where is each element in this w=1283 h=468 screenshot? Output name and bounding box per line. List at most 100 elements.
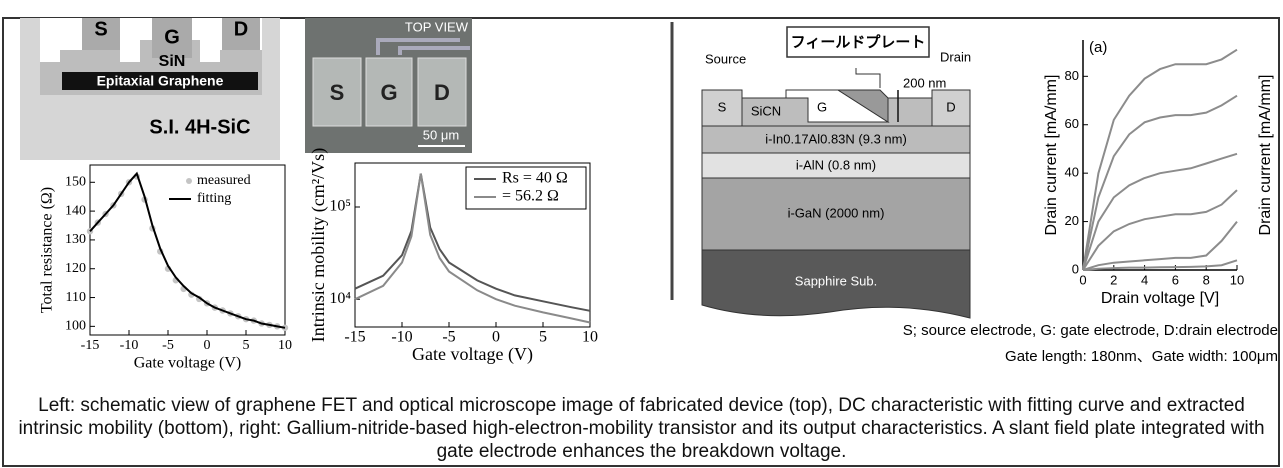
y-tick-label: 100 — [65, 319, 86, 334]
x-tick-label: 10 — [278, 338, 292, 353]
data-line — [1082, 94, 1238, 271]
drain-label: Drain — [940, 49, 971, 64]
note: Gate length: 180nm、Gate width: 100μm — [1005, 348, 1278, 365]
y-tick-label: 80 — [1065, 68, 1079, 83]
layer — [701, 177, 971, 251]
x-tick-label: 6 — [1172, 272, 1179, 287]
label-box — [786, 26, 930, 58]
x-tick-label: -15 — [81, 338, 100, 353]
plot-frame — [354, 162, 591, 328]
x-tick-label: -5 — [442, 329, 455, 346]
layer — [701, 152, 971, 179]
micrograph: TOP VIEW S G D 50 μm — [305, 18, 472, 153]
source-label: Source — [705, 51, 746, 66]
field-plate — [836, 89, 889, 123]
y-tick-label: 20 — [1065, 213, 1079, 228]
x-axis-label: Gate voltage (V) — [134, 355, 242, 372]
data-line — [89, 171, 286, 329]
x-tick-label: 5 — [243, 338, 250, 353]
data-line — [1082, 189, 1238, 271]
electrode — [152, 18, 192, 58]
chart: -15 -10 -5 0 5 10 100 110 120 130 140 150 Gate volta… — [39, 164, 292, 372]
x-tick-label: 0 — [492, 329, 500, 346]
y-tick-label: 40 — [1065, 165, 1079, 180]
layer-label: i-AlN (0.8 nm) — [796, 157, 876, 172]
electrode-label: SiCN — [751, 103, 781, 118]
chart: 0 2 4 6 8 10 0 20 40 60 80 Drain voltage [V] Drain c… — [1043, 39, 1274, 307]
layer-label: i-GaN (2000 nm) — [788, 205, 885, 220]
y-axis-label: Total resistance (Ω) — [39, 187, 56, 313]
y-axis-label: Intrinsic mobility (cm²/Vs) — [308, 148, 329, 342]
y-tick-label: 140 — [65, 203, 86, 218]
caption: Left: schematic view of graphene FET and… — [18, 395, 1265, 462]
legend-box — [465, 166, 587, 210]
y-tick-label: 130 — [65, 232, 86, 247]
y-tick-label: 10⁴ — [329, 290, 351, 307]
electrode-label: D — [946, 99, 955, 114]
pad-label: D — [434, 80, 450, 105]
x-tick-label: 4 — [1141, 272, 1148, 287]
x-tick-label: 8 — [1203, 272, 1210, 287]
note: S; source electrode, G: gate electrode, … — [903, 322, 1278, 339]
dimension-label: 200 nm — [903, 75, 946, 90]
electrode-label: G — [164, 26, 180, 48]
micrograph-title: TOP VIEW — [405, 19, 469, 34]
x-tick-label: 0 — [1079, 272, 1086, 287]
y-tick-label: 10⁵ — [329, 198, 351, 215]
electrode-label: S — [718, 99, 727, 114]
channel-label: Epitaxial Graphene — [97, 73, 224, 89]
data-line — [1082, 220, 1238, 271]
electrode-label: G — [817, 99, 827, 114]
frame — [2, 17, 1280, 467]
electrode — [931, 89, 971, 127]
plot-frame — [89, 164, 286, 336]
layer — [701, 125, 971, 154]
layer-label: Sapphire Sub. — [795, 273, 877, 288]
pad — [417, 57, 467, 127]
x-tick-label: -5 — [162, 338, 174, 353]
data-line — [1082, 152, 1238, 271]
x-tick-label: 0 — [204, 338, 211, 353]
x-tick-label: 10 — [582, 329, 598, 346]
y-tick-label: 60 — [1065, 116, 1079, 131]
y-tick-label: 120 — [65, 261, 86, 276]
x-tick-label: -15 — [344, 329, 365, 346]
y-axis-label: Drain current [mA/mm] — [1043, 75, 1060, 236]
x-axis-label: Gate voltage (V) — [412, 344, 533, 365]
x-tick-label: 5 — [539, 329, 547, 346]
hemt: フィールドプレート Source Drain 200 nm S SiCN G D… — [701, 26, 971, 319]
pad-label: S — [330, 80, 345, 105]
legend-label: fitting — [197, 191, 231, 206]
pad-label: G — [380, 80, 397, 105]
substrate-label: S.I. 4H-SiC — [149, 116, 250, 138]
layer — [701, 249, 971, 319]
field-plate-label: フィールドプレート — [791, 34, 926, 51]
pad — [312, 57, 362, 127]
legend-label: = 56.2 Ω — [502, 188, 559, 205]
schematic: S G D SiN Epitaxial Graphene S.I. 4H-SiC — [20, 18, 280, 160]
x-tick-label: 10 — [1230, 272, 1244, 287]
annotation: (a) — [1089, 39, 1107, 56]
x-tick-label: -10 — [120, 338, 139, 353]
chart: -15 -10 -5 0 5 10 10⁴ 10⁵ Gate voltage (V) Intrin… — [308, 148, 598, 365]
y-tick-label: 0 — [1072, 261, 1079, 276]
graphene — [62, 72, 258, 90]
data-line — [1082, 48, 1238, 271]
y-tick-label: 150 — [65, 175, 86, 190]
legend-label: Rs = 40 Ω — [502, 170, 568, 187]
y-tick-label: 110 — [66, 290, 86, 305]
pad — [365, 57, 413, 127]
x-tick-label: 2 — [1110, 272, 1117, 287]
layer-label: i-In0.17Al0.83N (9.3 nm) — [765, 131, 907, 146]
x-axis-label: Drain voltage [V] — [1101, 290, 1219, 307]
x-tick-label: -10 — [391, 329, 412, 346]
electrode — [222, 18, 260, 50]
data-line — [1082, 259, 1238, 271]
electrode-label: D — [234, 18, 248, 40]
lead — [376, 38, 470, 55]
insulator-label: SiN — [159, 53, 186, 70]
data-line — [354, 173, 591, 324]
y-axis-label: Drain current [mA/mm] — [1257, 75, 1274, 236]
scale-label: 50 μm — [423, 127, 459, 142]
